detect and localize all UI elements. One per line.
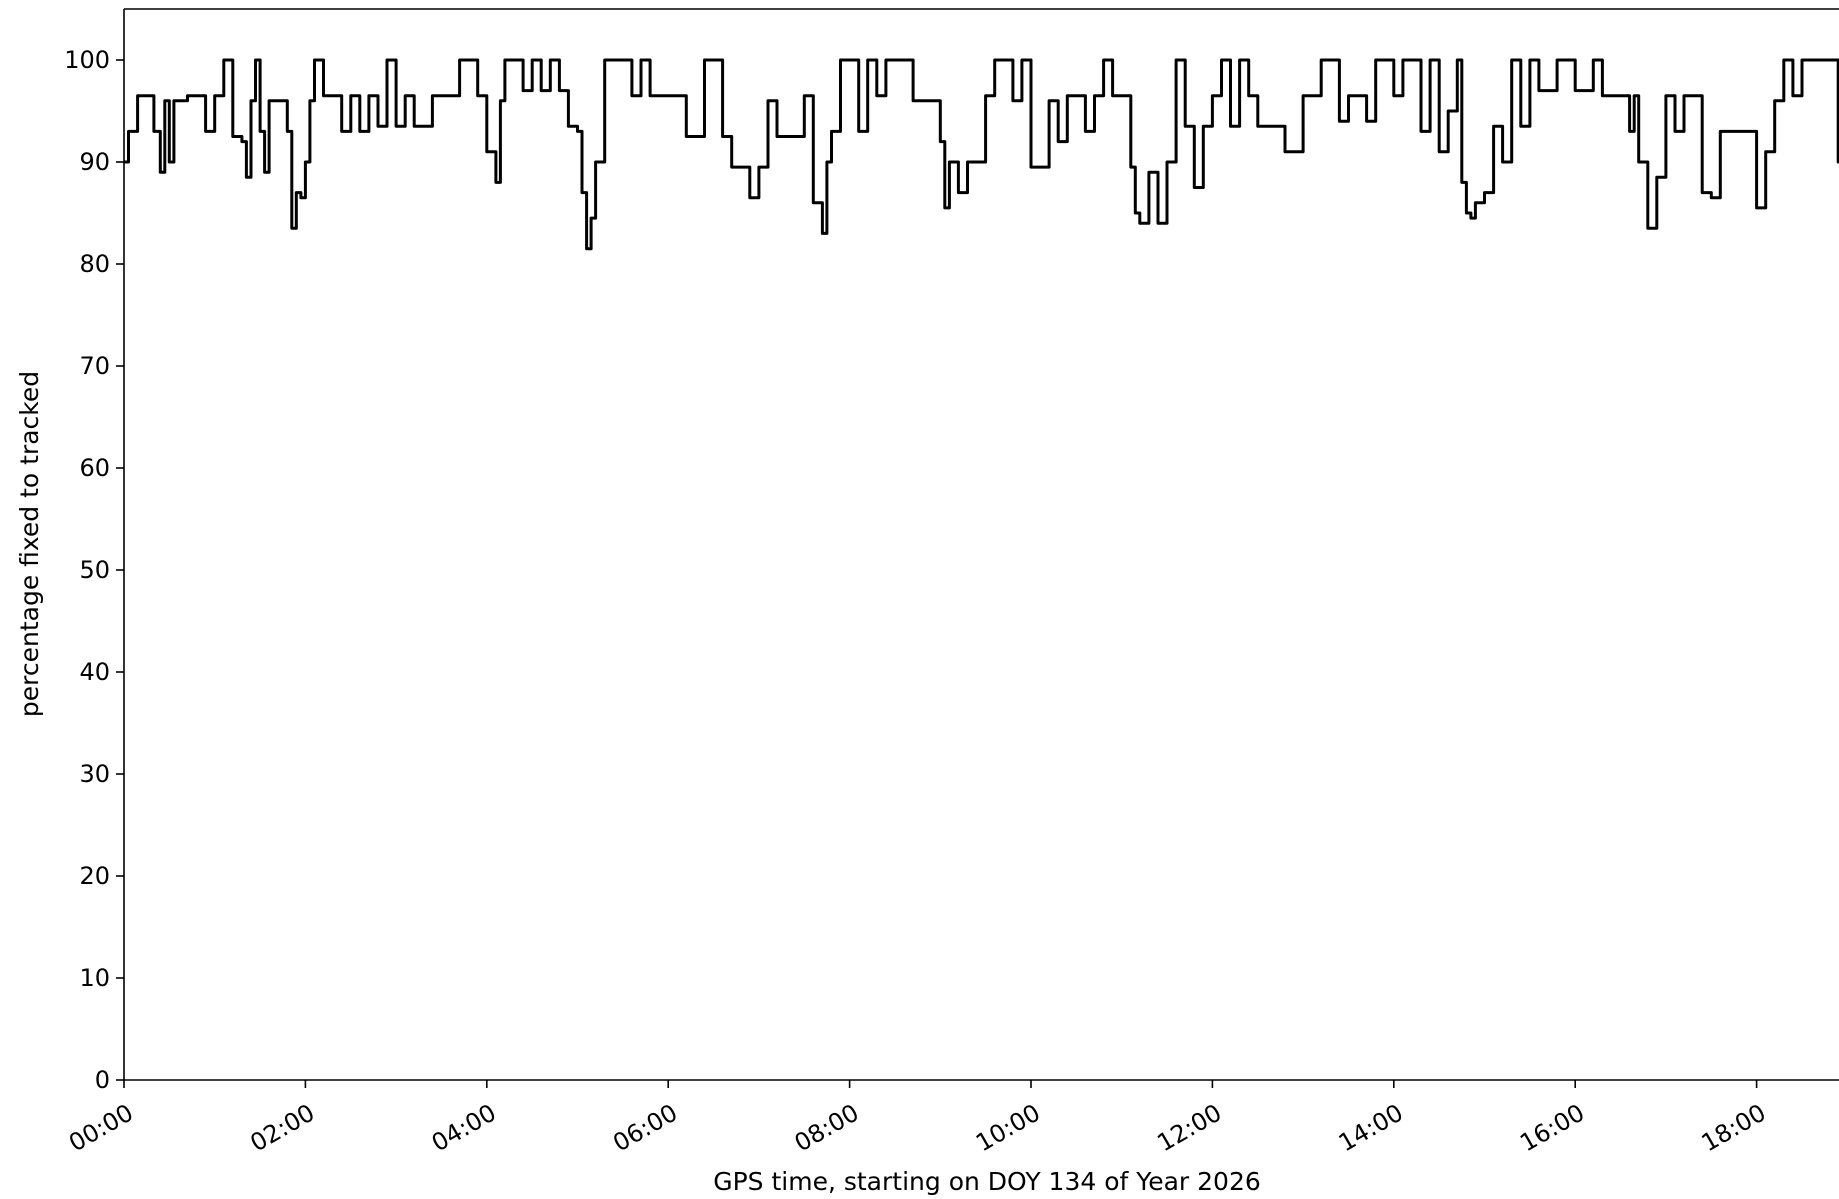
y-tick-label: 30 [79,760,110,788]
y-tick-label: 100 [64,46,110,74]
x-tick-label: 04:00 [427,1099,501,1158]
x-tick-label: 00:00 [64,1099,138,1158]
x-tick-label: 08:00 [790,1099,864,1158]
x-tick-label: 18:00 [1697,1099,1771,1158]
x-tick-label: 10:00 [971,1099,1045,1158]
y-tick-label: 60 [79,454,110,482]
x-tick-label: 06:00 [608,1099,682,1158]
series-line-fixed-percentage [124,58,1839,251]
y-tick-label: 70 [79,352,110,380]
y-tick-label: 90 [79,148,110,176]
y-tick-label: 20 [79,862,110,890]
x-axis-label: GPS time, starting on DOY 134 of Year 20… [713,1167,1261,1196]
x-tick-label: 16:00 [1515,1099,1589,1158]
y-tick-label: 40 [79,658,110,686]
y-tick-label: 50 [79,556,110,584]
x-tick-label: 14:00 [1334,1099,1408,1158]
y-tick-label: 0 [95,1066,110,1094]
plot-area [124,9,1839,1080]
y-tick-label: 10 [79,964,110,992]
y-tick-label: 80 [79,250,110,278]
y-axis-label: percentage fixed to tracked [15,371,44,717]
x-tick-label: 02:00 [245,1099,319,1158]
x-tick-label: 12:00 [1152,1099,1226,1158]
